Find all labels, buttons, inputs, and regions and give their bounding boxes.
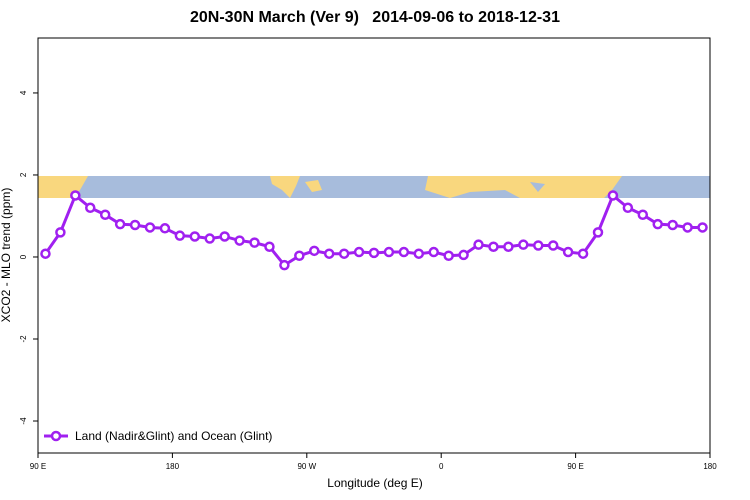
data-point [368, 247, 380, 259]
data-point [458, 249, 469, 261]
data-point [637, 209, 649, 220]
data-point [413, 248, 425, 259]
data-point [189, 231, 201, 242]
data-point [99, 209, 111, 220]
data-point [503, 241, 514, 252]
data-point [279, 259, 290, 271]
data-point [353, 246, 365, 258]
data-point [234, 235, 245, 246]
data-point [428, 246, 439, 258]
data-point [40, 248, 51, 259]
y-tick-label: 2 [19, 172, 28, 177]
data-point [114, 218, 126, 230]
y-tick-label: -4 [19, 417, 28, 425]
data-point [667, 219, 678, 231]
data-point [144, 222, 156, 233]
x-tick-label: 180 [703, 462, 717, 471]
y-tick-label: 0 [19, 254, 28, 259]
x-tick-label: 90 E [30, 462, 46, 471]
data-point [309, 245, 320, 257]
y-tick-label: 4 [19, 90, 28, 95]
y-tick-label: -2 [19, 335, 28, 343]
data-point [562, 246, 574, 258]
data-point [174, 230, 186, 241]
data-point [383, 246, 395, 258]
data-point [249, 237, 260, 248]
legend-label: Land (Nadir&Glint) and Ocean (Glint) [75, 429, 272, 443]
data-point [518, 239, 529, 250]
x-tick-label: 180 [166, 462, 180, 471]
data-point [622, 202, 634, 214]
x-tick-label: 90 W [297, 462, 316, 471]
data-point [159, 223, 171, 234]
data-point [577, 248, 589, 259]
data-point [219, 231, 230, 242]
data-point [443, 250, 454, 262]
data-point [682, 222, 693, 233]
data-point [607, 190, 619, 201]
data-point [547, 240, 559, 251]
data-point [129, 219, 141, 231]
y-axis-title: XCO2 - MLO trend (ppm) [0, 188, 13, 323]
chart-title: 20N-30N March (Ver 9) 2014-09-06 to 2018… [190, 9, 560, 26]
plot-frame [37, 37, 711, 454]
data-point [652, 218, 663, 230]
data-point [533, 240, 544, 251]
data-point [70, 190, 81, 201]
data-point [488, 241, 499, 252]
data-point [398, 246, 410, 258]
data-point [592, 227, 604, 238]
x-tick-label: 0 [439, 462, 444, 471]
data-point [323, 248, 335, 259]
data-point [264, 241, 275, 252]
x-axis-title: Longitude (deg E) [327, 476, 422, 490]
legend-marker [50, 430, 62, 442]
data-point [55, 227, 66, 238]
map-strip [38, 176, 710, 198]
data-point [473, 239, 484, 250]
data-point [697, 222, 708, 233]
data-point [294, 250, 305, 262]
x-tick-label: 90 E [567, 462, 583, 471]
data-point [204, 233, 215, 244]
data-point [338, 248, 350, 259]
data-point [85, 202, 96, 214]
